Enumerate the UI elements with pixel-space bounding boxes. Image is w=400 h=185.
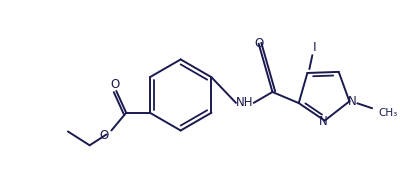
Text: N: N xyxy=(348,95,357,108)
Text: I: I xyxy=(312,41,316,54)
Text: CH₃: CH₃ xyxy=(378,108,397,118)
Text: O: O xyxy=(111,78,120,91)
Text: O: O xyxy=(100,129,109,142)
Text: NH: NH xyxy=(236,96,254,109)
Text: N: N xyxy=(318,115,327,128)
Text: O: O xyxy=(254,37,263,50)
